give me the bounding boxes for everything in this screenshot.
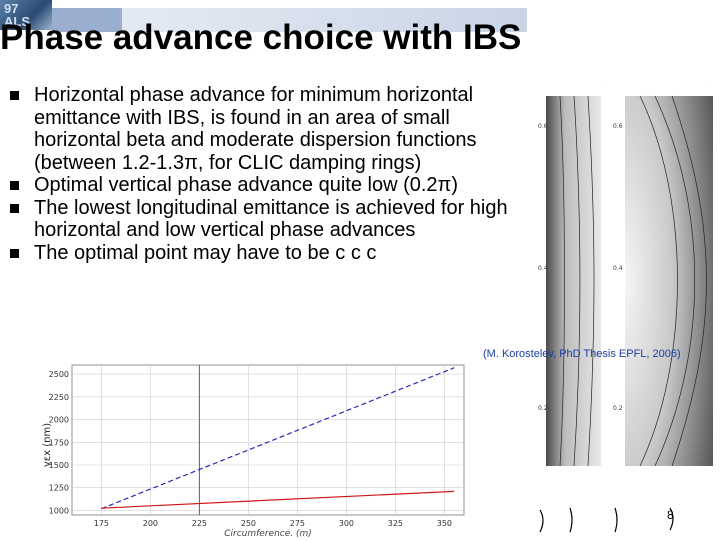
svg-text:0.4: 0.4 <box>613 265 623 272</box>
emittance-chart: 1000 1250 1500 1750 2000 2250 2500 175 200 225 25… <box>40 360 470 538</box>
figure-caption: (M. Korostelev, PhD Thesis EPFL, 2006) <box>483 348 681 360</box>
bullet-item: Optimal vertical phase advance quite low… <box>10 174 510 197</box>
bullet-list: Horizontal phase advance for minimum hor… <box>10 84 510 264</box>
x-tick-label: 225 <box>192 519 207 528</box>
bullet-square-icon <box>10 91 19 100</box>
series-line-1 <box>101 367 455 510</box>
y-tick-label: 1250 <box>49 484 69 493</box>
x-tick-label: 300 <box>339 519 354 528</box>
bullet-text: The optimal point may have to be c c c <box>34 241 377 264</box>
header-bar <box>52 8 527 32</box>
x-tick-label: 350 <box>437 519 452 528</box>
y-tick-label: 1500 <box>49 461 69 470</box>
slide-title: Phase advance choice with IBS <box>0 18 522 57</box>
bullet-item: The optimal point may have to be c c c <box>10 242 510 265</box>
svg-text:0.6: 0.6 <box>538 123 548 130</box>
x-tick-label: 275 <box>290 519 305 528</box>
bullet-text: Horizontal phase advance for minimum hor… <box>34 84 477 174</box>
bullet-text: The lowest longitudinal emittance is ach… <box>34 196 508 242</box>
x-axis-label: Circumference. (m) <box>224 529 312 538</box>
y-tick-label: 2500 <box>49 370 69 379</box>
y-tick-label: 1000 <box>49 506 69 515</box>
y-tick-label: 2000 <box>49 416 69 425</box>
bullet-text: Optimal vertical phase advance quite low… <box>34 174 459 196</box>
x-tick-label: 325 <box>388 519 403 528</box>
bullet-square-icon <box>10 248 19 258</box>
y-axis-label: γεx (nm) <box>42 423 53 467</box>
logo-text: 97 ALS <box>4 1 30 29</box>
y-tick-label: 1750 <box>49 438 69 447</box>
bullet-item: Horizontal phase advance for minimum hor… <box>10 84 510 174</box>
y-tick-labels: 1000 1250 1500 1750 2000 2250 2500 <box>49 370 69 515</box>
page-number: 8 <box>667 508 674 522</box>
svg-text:0.2: 0.2 <box>613 405 623 412</box>
svg-text:0.2: 0.2 <box>538 405 548 412</box>
x-tick-label: 250 <box>241 519 256 528</box>
x-tick-labels: 175 200 225 250 275 300 325 350 <box>94 519 452 528</box>
x-tick-label: 200 <box>143 519 158 528</box>
logo: 97 ALS <box>0 0 52 30</box>
x-tick-label: 175 <box>94 519 109 528</box>
svg-text:0.6: 0.6 <box>613 123 623 130</box>
plot-area <box>71 364 465 516</box>
header-bar-accent <box>52 8 122 32</box>
svg-text:0.4: 0.4 <box>538 265 548 272</box>
series-line-2 <box>101 490 455 509</box>
bullet-item: The lowest longitudinal emittance is ach… <box>10 197 510 242</box>
bullet-square-icon <box>10 203 19 213</box>
y-tick-label: 2250 <box>49 393 69 402</box>
series-group <box>101 367 455 510</box>
bullet-square-icon <box>10 181 19 190</box>
contour-plot-image: 0.6 0.4 0.2 0.6 0.4 0.2 <box>538 80 713 533</box>
